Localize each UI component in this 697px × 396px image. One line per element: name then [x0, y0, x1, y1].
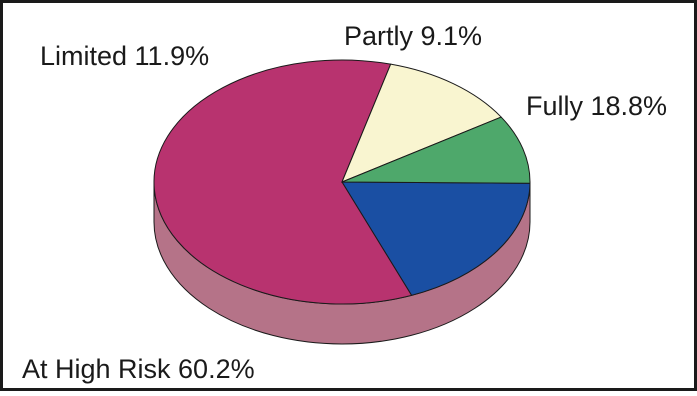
- pie-slice-at-high-risk: [153, 59, 413, 305]
- pie-slice-partly: [341, 116, 531, 184]
- pie-slice-limited: [341, 63, 503, 183]
- pie-slice-fully: [341, 181, 531, 296]
- slice-label-fully: Fully 18.8%: [526, 91, 667, 121]
- slice-label-at-high-risk: At High Risk 60.2%: [22, 354, 255, 384]
- slice-label-limited: Limited 11.9%: [40, 41, 209, 71]
- slice-label-partly: Partly 9.1%: [344, 21, 482, 51]
